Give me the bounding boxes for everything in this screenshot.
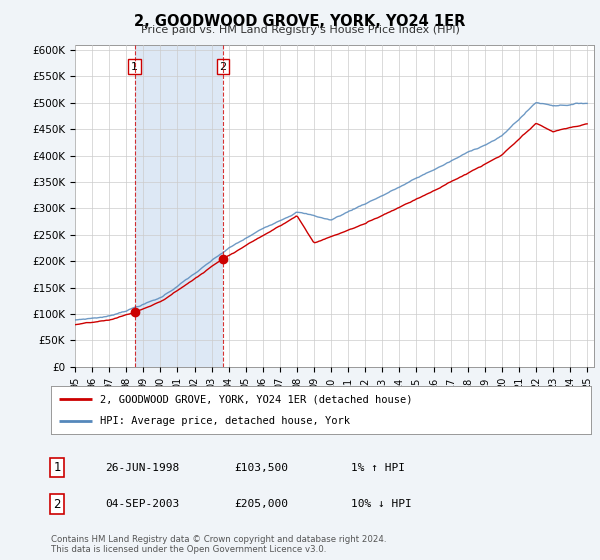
Text: 26-JUN-1998: 26-JUN-1998 [105,463,179,473]
Text: 1: 1 [131,62,138,72]
Text: 2, GOODWOOD GROVE, YORK, YO24 1ER: 2, GOODWOOD GROVE, YORK, YO24 1ER [134,14,466,29]
Bar [134,45,223,367]
Text: 2: 2 [220,62,227,72]
Text: £103,500: £103,500 [234,463,288,473]
Text: HPI: Average price, detached house, York: HPI: Average price, detached house, York [100,416,350,426]
Text: £205,000: £205,000 [234,499,288,509]
Text: 2, GOODWOOD GROVE, YORK, YO24 1ER (detached house): 2, GOODWOOD GROVE, YORK, YO24 1ER (detac… [100,394,412,404]
Text: Price paid vs. HM Land Registry's House Price Index (HPI): Price paid vs. HM Land Registry's House … [140,25,460,35]
Text: Contains HM Land Registry data © Crown copyright and database right 2024.
This d: Contains HM Land Registry data © Crown c… [51,535,386,554]
Text: 1: 1 [53,461,61,474]
Text: 10% ↓ HPI: 10% ↓ HPI [351,499,412,509]
Text: 1% ↑ HPI: 1% ↑ HPI [351,463,405,473]
Text: 2: 2 [53,497,61,511]
Text: 04-SEP-2003: 04-SEP-2003 [105,499,179,509]
